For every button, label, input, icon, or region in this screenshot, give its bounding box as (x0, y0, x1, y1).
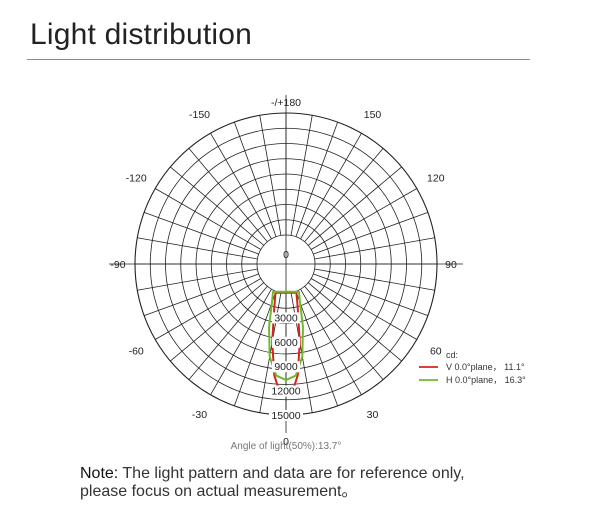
grid-spoke (307, 166, 402, 246)
grid-spoke (300, 133, 362, 240)
series-line (268, 290, 304, 382)
radial-label: 15000 (271, 410, 300, 422)
chart-caption: Angle of light(50%):13.7° (231, 441, 342, 452)
legend: cd: V 0.0°plane， 11.1° H 0.0°plane， 16.3° (419, 350, 526, 385)
radial-label: 12000 (271, 386, 300, 398)
grid-spoke (233, 291, 277, 407)
radial-label: 9000 (274, 361, 298, 373)
grid-spoke (314, 268, 435, 291)
radial-labels: 0 3000 6000 9000 12000 15000 (269, 249, 303, 422)
polar-chart: -/+180 150 120 90 60 30 0 -30 -60 -90 -120 -150 0 30… (109, 95, 526, 452)
grid-spoke (143, 211, 259, 255)
angle-label: 90 (445, 259, 457, 271)
page-title: Light distribution (30, 18, 253, 51)
grid-spoke (137, 268, 258, 291)
grid-spoke (314, 237, 435, 260)
legend-label: V 0.0°plane， 11.1° (446, 362, 525, 372)
radial-label: 6000 (274, 337, 298, 349)
angle-label: 150 (364, 109, 382, 121)
grid-spoke (304, 148, 384, 243)
radial-label-bg (272, 361, 300, 373)
angle-labels: -/+180 150 120 90 60 30 0 -30 -60 -90 -120 -150 (110, 97, 457, 448)
legend-title: cd: (446, 350, 458, 360)
radial-label-bg (269, 385, 303, 397)
grid-spoke (137, 237, 258, 260)
grid-spoke (310, 278, 417, 340)
grid-spoke (210, 133, 272, 240)
angle-label: 120 (427, 173, 445, 185)
grid-spoke (210, 288, 272, 395)
radial-label-bg (272, 312, 300, 324)
polar-grid (109, 95, 463, 433)
radial-label-bg (272, 336, 300, 348)
grid-spoke (307, 282, 402, 362)
angle-label: -30 (192, 409, 207, 421)
grid-spoke (170, 166, 265, 246)
angle-label: 0 (283, 436, 289, 448)
grid-spoke (295, 291, 339, 407)
angle-label: -90 (110, 259, 125, 271)
legend-label: H 0.0°plane， 16.3° (446, 375, 526, 385)
angle-label: -120 (126, 173, 147, 185)
radial-label: 0 (283, 249, 289, 261)
radial-label: 3000 (274, 312, 298, 324)
grid-spoke (188, 148, 268, 243)
grid-spoke (295, 121, 339, 237)
grid-spoke (304, 285, 384, 380)
grid-spoke (143, 273, 259, 317)
grid-spoke (310, 188, 417, 250)
note-label: Note: (80, 465, 119, 482)
title-divider (27, 59, 530, 60)
angle-label: 30 (367, 409, 379, 421)
grid-spoke (313, 211, 429, 255)
note-text-line2: please focus on actual measurement。 (80, 483, 358, 500)
angle-label: -60 (129, 346, 144, 358)
radial-label-bg (269, 410, 303, 421)
angle-label: -150 (189, 109, 210, 121)
note-text-line1: The light pattern and data are for refer… (118, 465, 465, 482)
grid-spoke (155, 188, 262, 250)
grid-spoke (300, 288, 362, 395)
grid-spoke (233, 121, 277, 237)
grid-spoke (188, 285, 268, 380)
grid-spoke (313, 273, 429, 317)
grid-spoke (155, 278, 262, 340)
grid-spoke (259, 115, 282, 236)
angle-label: -/+180 (271, 97, 301, 109)
note: Note: The light pattern and data are for… (80, 465, 580, 501)
grid-spoke (290, 115, 313, 236)
grid-spoke (170, 282, 265, 362)
angle-label: 60 (430, 346, 442, 358)
